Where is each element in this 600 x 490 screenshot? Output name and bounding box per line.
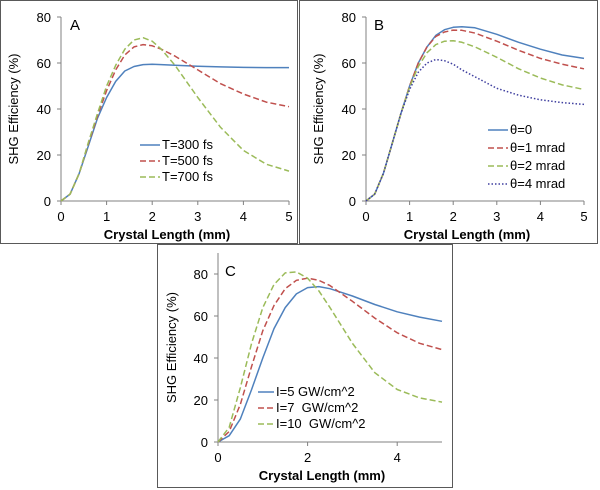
legend-label-b-4: θ=4 mrad <box>510 176 565 191</box>
x-tick-label-c: 0 <box>214 450 221 465</box>
y-tick-label-c: 60 <box>194 309 208 324</box>
x-axis-label-a: Crystal Length (mm) <box>104 227 230 242</box>
x-tick-label-b: 2 <box>450 209 457 224</box>
panel-a: 0 1 2 3 4 5 0 20 40 60 80 Crystal Length (mm) SHG Ef… <box>6 10 293 242</box>
legend-label-b-2: θ=1 mrad <box>510 140 565 155</box>
legend-label-a-3: T=700 fs <box>162 169 213 184</box>
series-line-b-4 <box>365 58 585 202</box>
x-tick-label-b: 0 <box>362 209 369 224</box>
panel-b-frame <box>299 0 598 244</box>
y-tick-label-b: 40 <box>342 102 356 117</box>
y-tick-label-c: 40 <box>194 351 208 366</box>
x-tick-label-c: 4 <box>394 450 401 465</box>
x-tick-label-a: 4 <box>240 209 247 224</box>
y-tick-label-b: 0 <box>349 194 356 209</box>
y-axis-label-c: SHG Efficiency (%) <box>164 292 179 403</box>
y-tick-label-b: 60 <box>342 56 356 71</box>
y-tick-label-a: 80 <box>37 10 51 25</box>
series-line-a-3 <box>60 36 290 202</box>
series-line-b-1 <box>365 25 585 202</box>
y-tick-label-a: 0 <box>44 194 51 209</box>
legend-label-a-1: T=300 fs <box>162 137 213 152</box>
y-tick-label-a: 60 <box>37 56 51 71</box>
panel-label-b: B <box>374 17 384 34</box>
x-tick-label-b: 1 <box>406 209 413 224</box>
series-line-a-2 <box>60 43 290 202</box>
x-tick-label-a: 2 <box>149 209 156 224</box>
x-tick-label-a: 0 <box>57 209 64 224</box>
panel-a-frame <box>0 0 298 244</box>
y-tick-label-c: 0 <box>201 435 208 450</box>
panel-c-frame <box>157 244 453 488</box>
legend-label-a-2: T=500 fs <box>162 153 213 168</box>
x-tick-label-a: 1 <box>103 209 110 224</box>
y-tick-label-c: 20 <box>194 393 208 408</box>
panel-label-c: C <box>225 263 236 280</box>
y-tick-label-a: 40 <box>37 102 51 117</box>
y-tick-label-b: 80 <box>342 10 356 25</box>
panel-b: 0 1 2 3 4 5 0 20 40 60 80 Crystal Length (mm) SHG Ef… <box>311 10 588 242</box>
legend-label-c-1: I=5 GW/cm^2 <box>276 384 355 399</box>
legend-label-c-3: I=10 GW/cm^2 <box>276 416 366 431</box>
x-tick-label-a: 3 <box>194 209 201 224</box>
legend-label-c-2: I=7 GW/cm^2 <box>276 400 358 415</box>
y-tick-label-c: 80 <box>194 267 208 282</box>
series-line-c-1 <box>217 285 443 443</box>
series-line-c-3 <box>217 271 443 443</box>
series-line-c-2 <box>217 277 443 443</box>
panel-label-a: A <box>70 17 80 34</box>
x-axis-label-b: Crystal Length (mm) <box>404 227 530 242</box>
y-tick-label-a: 20 <box>37 148 51 163</box>
x-tick-label-c: 2 <box>304 450 311 465</box>
legend-label-b-1: θ=0 <box>510 122 532 137</box>
y-tick-label-b: 20 <box>342 148 356 163</box>
x-tick-label-b: 5 <box>580 209 587 224</box>
x-tick-label-a: 5 <box>285 209 292 224</box>
x-tick-label-b: 3 <box>493 209 500 224</box>
legend-label-b-3: θ=2 mrad <box>510 158 565 173</box>
x-tick-label-b: 4 <box>537 209 544 224</box>
y-axis-label-a: SHG Efficiency (%) <box>6 53 21 164</box>
x-axis-label-c: Crystal Length (mm) <box>259 468 385 483</box>
y-axis-label-b: SHG Efficiency (%) <box>311 53 326 164</box>
